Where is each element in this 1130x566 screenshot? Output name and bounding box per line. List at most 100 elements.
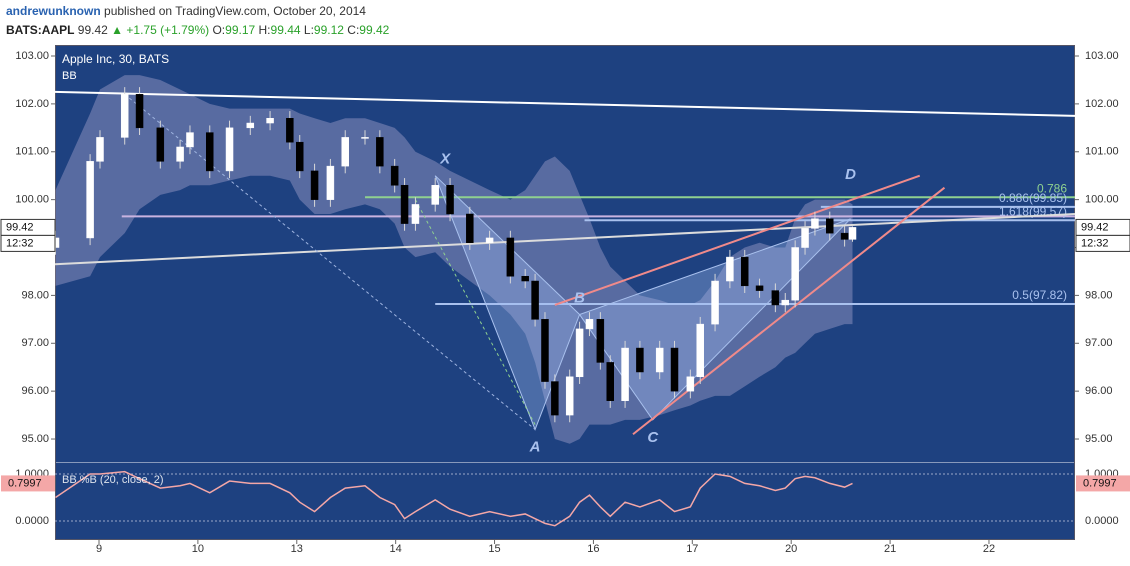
candle-body [411, 204, 420, 224]
pattern-label: A [529, 438, 541, 455]
x-tick-label: 9 [96, 543, 102, 555]
candle-body [120, 94, 129, 138]
candle-body [531, 280, 539, 320]
candle-body [636, 347, 644, 373]
candle-body [266, 118, 274, 124]
y-tick-label: 102.00 [1085, 98, 1119, 110]
candle-body [225, 127, 234, 172]
x-tick-label: 22 [983, 543, 995, 555]
candle-body [156, 127, 165, 162]
candle-body [541, 319, 549, 382]
time-tag [0, 234, 56, 252]
candle-body [565, 376, 574, 416]
candle-body [686, 376, 695, 392]
o-label: O: [212, 23, 226, 37]
candle-body [726, 256, 734, 282]
pattern-label: B [574, 290, 585, 307]
y-tick-label: 100.00 [1085, 194, 1119, 206]
pattern-label: C [647, 429, 659, 446]
chart-title: Apple Inc, 30, BATS [62, 52, 169, 66]
candle-body [361, 137, 369, 139]
y-tick-label: 98.00 [21, 289, 49, 301]
candle-body [655, 347, 664, 373]
indicator-title: BB %B (20, close, 2) [62, 474, 164, 486]
price-tag-label: 99.42 [1081, 221, 1109, 233]
h-label: H: [258, 23, 271, 37]
y2-tick-label: 0.0000 [1085, 515, 1119, 527]
y-tick-label: 101.00 [15, 146, 49, 158]
c-label: C: [347, 23, 360, 37]
publish-line: andrewunknown published on TradingView.c… [6, 2, 389, 21]
candle-body [670, 347, 679, 392]
candle-body [696, 323, 704, 378]
candle-body [621, 347, 629, 401]
candle-body [390, 165, 399, 186]
y-tick-label: 103.00 [1085, 50, 1119, 62]
candle-body [446, 185, 454, 215]
candle-body [771, 290, 780, 306]
x-tick-label: 20 [785, 543, 797, 555]
last: 99.42 [77, 23, 108, 37]
trend-line [554, 174, 921, 306]
price-pane [55, 45, 1075, 462]
marks: 0.7860.886(99.85)1.618(99.57)0.5(97.82)X… [51, 75, 1076, 527]
l-value: 99.12 [313, 23, 344, 37]
candle-body [295, 141, 304, 172]
trend-line [54, 90, 1076, 117]
y-tick-label: 102.00 [15, 98, 49, 110]
candle-body [521, 275, 529, 282]
candle-body [326, 165, 335, 200]
candle-body [466, 213, 474, 243]
candle-body [811, 218, 819, 229]
level-label: 0.5(97.82) [1012, 288, 1067, 302]
candle-body [400, 185, 409, 224]
bollinger-band [55, 75, 853, 444]
candle-body [826, 218, 834, 234]
level-label: 0.886(99.85) [999, 191, 1067, 205]
y-tick-label: 95.00 [21, 433, 49, 445]
candle-body [96, 137, 104, 162]
candle-body [176, 146, 184, 162]
price-tag-label: 99.42 [6, 221, 34, 233]
y-tick-label: 96.00 [21, 385, 49, 397]
candle-body [431, 185, 439, 205]
trend-line [414, 199, 536, 425]
trend-line [124, 93, 536, 430]
candle-body [186, 132, 194, 148]
candle-body [551, 381, 559, 416]
candle-body [848, 227, 857, 240]
candle-body [791, 247, 799, 301]
change: +1.75 (+1.79%) [126, 23, 210, 37]
candle-body [585, 319, 594, 330]
y-tick-label: 97.00 [1085, 337, 1113, 349]
candle-body [575, 328, 584, 378]
x-tick-label: 17 [686, 543, 698, 555]
candle-body [135, 94, 144, 129]
indicator-tag-label: 0.7997 [8, 477, 42, 489]
candle-body [781, 299, 790, 306]
candle-body [711, 280, 719, 325]
y-tick-label: 103.00 [15, 50, 49, 62]
overlay-title: BB [62, 70, 77, 82]
published: published on TradingView.com, October 20… [104, 4, 366, 18]
quote-line: BATS:AAPL 99.42 ▲ +1.75 (+1.79%) O:99.17… [6, 21, 389, 40]
indicator-tag-label: 0.7997 [1083, 477, 1117, 489]
x-tick-label: 13 [291, 543, 303, 555]
candle-body [310, 170, 319, 200]
symbol: BATS:AAPL [6, 23, 75, 37]
candle-body [606, 362, 614, 401]
candle-body [506, 237, 515, 277]
candle-body [246, 122, 255, 129]
header: andrewunknown published on TradingView.c… [6, 2, 389, 40]
time-tag [1075, 234, 1130, 252]
candle-body [376, 137, 384, 167]
author[interactable]: andrewunknown [6, 4, 101, 18]
indicator-tag [1, 475, 55, 492]
y2-tick-label: 0.0000 [15, 515, 49, 527]
pattern-label: X [439, 151, 451, 168]
x-tick-label: 21 [884, 543, 896, 555]
y-tick-label: 100.00 [15, 194, 49, 206]
candle-body [801, 228, 809, 248]
